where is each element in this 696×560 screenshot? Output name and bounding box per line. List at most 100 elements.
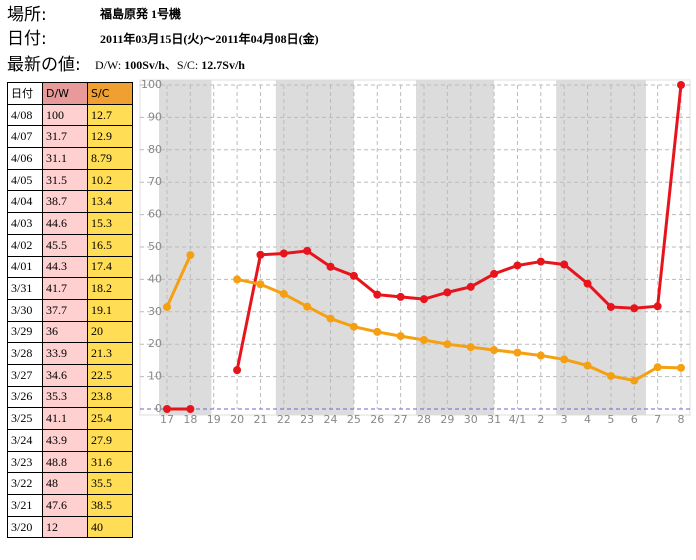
table-cell: 3/20 [7,515,43,539]
x-tick-label: 21 [253,413,267,426]
data-point [233,366,242,375]
data-point [186,251,195,260]
table-cell: 31.1 [42,147,88,170]
data-point [349,322,358,331]
table-row: 3/29 36 20 [7,320,133,344]
table-cell: 23.8 [87,385,133,409]
table-cell: 12.9 [87,125,133,149]
table-cell: 27.9 [87,429,133,452]
table-cell: 3/21 [7,494,43,517]
x-tick-label: 29 [440,413,454,426]
x-tick-label: 28 [417,413,431,426]
table-cell: 3/30 [7,298,43,322]
x-tick-label: 3 [561,413,568,426]
data-point [513,261,522,270]
latest-sc: 12.7Sv/h [201,58,245,72]
x-tick-label: 18 [183,413,197,426]
latest-sep: 、S/C: [164,58,199,72]
data-point [279,249,288,258]
table-cell: 31.7 [42,125,88,149]
date: 2011年03月15日(火)〜2011年04月08日(金) [100,32,319,46]
data-point [233,275,242,284]
table-cell: 40 [87,515,133,539]
table-cell: 19.1 [87,298,133,322]
y-tick-label: 70 [148,175,162,188]
table-cell: 21.3 [87,342,133,365]
data-point [583,279,592,288]
data-point [466,343,475,352]
data-point [560,260,569,269]
table-cell: 4/01 [7,255,43,279]
latest-dw-label: D/W: [95,58,122,72]
latest-dw: 100Sv/h [124,58,165,72]
data-point [677,363,685,372]
y-tick-label: 60 [148,208,162,221]
table-row: 3/22 48 35.5 [7,472,133,496]
data-point [443,288,452,297]
table-row: 4/07 31.7 12.9 [7,125,133,149]
data-point [303,246,312,255]
location: 福島原発 1号機 [100,7,182,21]
table-cell: 4/08 [7,103,43,127]
y-tick-label: 50 [148,240,162,253]
y-tick-label: 40 [148,272,162,285]
table-cell: 20 [87,320,133,344]
table-cell: 41.7 [42,277,88,300]
data-point [373,290,382,299]
y-tick-label: 30 [148,305,162,318]
data-point [653,302,662,311]
series-line [165,254,682,383]
y-tick-label: 10 [148,370,162,383]
table-cell: 37.7 [42,298,88,322]
data-point [396,332,405,341]
table-row: 4/03 44.6 15.3 [7,212,133,235]
table-cell: 3/22 [7,472,43,496]
table-cell: 47.6 [42,494,88,517]
data-point [420,335,428,344]
table-row: 4/04 38.7 13.4 [7,190,133,214]
table-cell: 8.79 [87,147,133,170]
data-point [490,346,499,355]
data-point [373,327,382,336]
x-tick-label: 24 [324,413,338,426]
data-point [630,304,639,313]
data-point [163,302,171,311]
table-cell: 44.6 [42,212,88,235]
table-cell: 41.1 [42,407,88,430]
x-tick-label: 25 [347,413,361,426]
table-cell: 13.4 [87,190,133,214]
table-cell: 4/05 [7,168,43,192]
table-cell: 17.4 [87,255,133,279]
data-point [349,271,358,280]
x-tick-label: 22 [277,413,291,426]
data-point [653,363,662,372]
x-tick-label: 27 [394,413,408,426]
table-cell: 4/04 [7,190,43,214]
data-point [303,302,312,311]
x-tick-label: 31 [487,413,501,426]
table-row: 3/26 35.3 23.8 [7,385,133,409]
y-tick-label: 20 [148,337,162,350]
table-cell: 3/25 [7,407,43,430]
x-tick-label: 5 [607,413,614,426]
col-header: 日付 [7,82,43,105]
table-cell: 3/26 [7,385,43,409]
table-row: 3/23 48.8 31.6 [7,450,133,474]
table-row: 3/27 34.6 22.5 [7,363,133,387]
table-cell: 38.7 [42,190,88,214]
data-point [256,280,265,289]
data-point [536,257,545,266]
x-tick-label: 20 [230,413,244,426]
x-tick-label: 4 [584,413,591,426]
data-point [466,282,475,291]
x-tick-label: 2 [537,413,544,426]
table-cell: 12 [42,515,88,539]
x-tick-label: 26 [370,413,384,426]
y-tick-label: 80 [148,143,162,156]
table-cell: 4/07 [7,125,43,149]
table-cell: 22.5 [87,363,133,387]
data-point [630,376,639,385]
table-row: 3/31 41.7 18.2 [7,277,133,300]
y-tick-label: 0 [155,402,162,415]
table-cell: 10.2 [87,168,133,192]
